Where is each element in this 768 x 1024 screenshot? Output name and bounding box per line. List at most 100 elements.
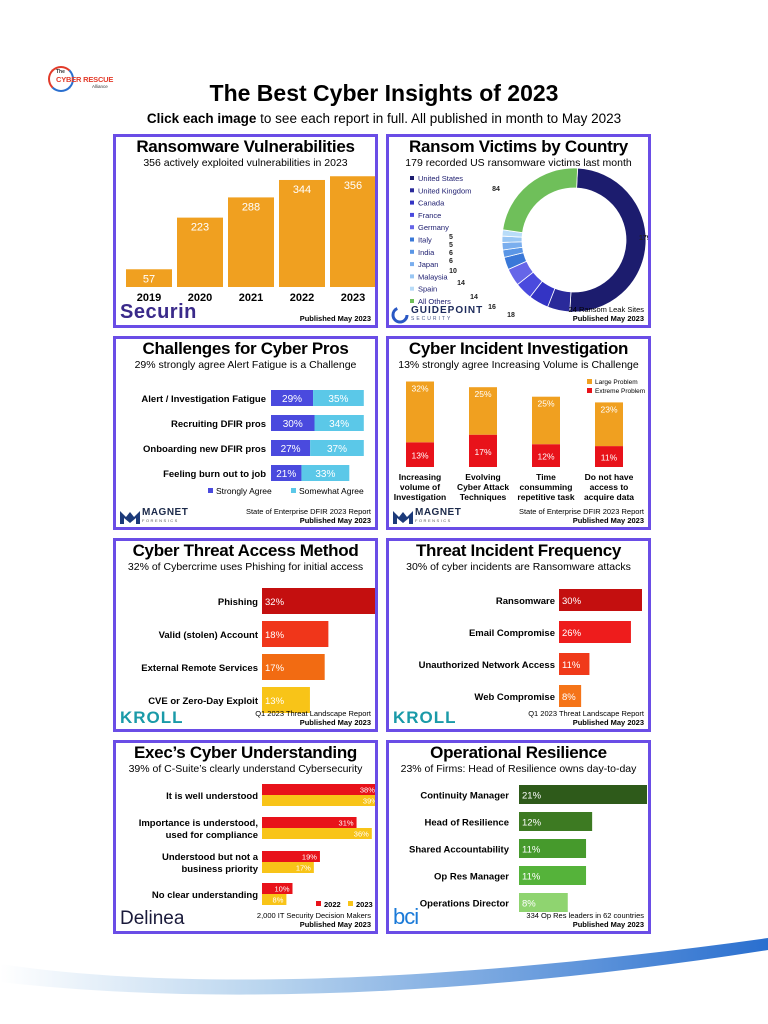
legend-swatch [410, 274, 414, 279]
bar-1 [519, 812, 593, 831]
legend-entry: India [418, 248, 435, 257]
panel-cyber-incident-investigation[interactable]: Cyber Incident Investigation 13% strongl… [386, 336, 651, 530]
bci-logo: bci [393, 904, 419, 929]
data-label: 14 [470, 294, 478, 301]
category-label: Evolving [465, 472, 500, 482]
bar-large-problem [406, 381, 434, 443]
bar-1 [262, 621, 329, 647]
bar-large-problem [469, 387, 497, 435]
publication-info: State of Enterprise DFIR 2023 Report Publ… [246, 507, 371, 525]
category-label: Web Compromise [474, 692, 555, 703]
pub-date: Published May 2023 [572, 314, 644, 323]
category-label: Email Compromise [469, 628, 555, 639]
legend-entry: United States [418, 174, 463, 183]
panel-threat-incident-frequency[interactable]: Threat Incident Frequency 30% of cyber i… [386, 538, 651, 732]
category-label: Onboarding new DFIR pros [143, 444, 266, 455]
pub-date: Published May 2023 [572, 920, 644, 929]
page-title: The Best Cyber Insights of 2023 [209, 80, 559, 106]
category-label: Op Res Manager [434, 872, 509, 883]
subtitle-bold: Click each image [146, 111, 257, 126]
publication-info: 334 Op Res leaders in 62 countries Publis… [526, 911, 644, 929]
tick-label: 2019 [137, 292, 161, 304]
bar-3 [519, 866, 587, 885]
data-label: 179 [639, 235, 648, 242]
bar-2023 [262, 862, 314, 873]
legend-entry: Strongly Agree [216, 486, 272, 496]
chart-p2: 179 United States 18 United Kingdom 16 Canada… [410, 167, 648, 319]
bar-2022 [279, 179, 325, 287]
legend-entry: Japan [418, 260, 438, 269]
brand-sub: SECURITY [411, 315, 453, 322]
panel-operational-resilience[interactable]: Operational Resilience 23% of Firms: Hea… [386, 740, 651, 934]
wave-fill [0, 952, 768, 1024]
data-label: 25% [537, 399, 554, 409]
publication-info: Q1 2023 Threat Landscape Report Published… [255, 709, 371, 727]
chart-p8: Continuity Manager 21% Head of Resilience 1… [409, 785, 647, 912]
legend-swatch [291, 488, 296, 493]
data-label: 18 [507, 312, 515, 319]
category-label: Do not have [585, 472, 634, 482]
data-label: 34% [329, 419, 349, 430]
securin-logo: Securin [120, 301, 197, 323]
delinea-logo: Delinea [120, 908, 185, 929]
data-label: 17% [265, 663, 285, 674]
legend-swatch [208, 488, 213, 493]
data-label: 11% [562, 660, 581, 671]
data-label: 13% [411, 451, 428, 461]
data-label: 29% [282, 394, 302, 405]
data-label: 344 [293, 184, 311, 196]
category-label: Recruiting DFIR pros [171, 419, 266, 430]
data-label: 30% [283, 419, 303, 430]
category-label: Increasing [399, 472, 442, 482]
pub-date: Published May 2023 [299, 516, 371, 525]
bar-0 [519, 785, 647, 804]
panel-ransom-victims-by-country[interactable]: Ransom Victims by Country 179 recorded U… [386, 134, 651, 328]
legend-swatch [348, 901, 353, 906]
panel-execs-cyber-understanding[interactable]: Exec’s Cyber Understanding 39% of C-Suit… [113, 740, 378, 934]
legend-swatch [316, 901, 321, 906]
bar-large-problem [532, 396, 560, 445]
category-label: Valid (stolen) Account [159, 630, 259, 641]
panel-title: Operational Resilience [430, 743, 607, 762]
brand-name: GUIDEPOINT [411, 304, 484, 316]
chart-p3: Alert / Investigation Fatigue 29% 35% Recru… [141, 390, 364, 496]
panel-cyber-threat-access-method[interactable]: Cyber Threat Access Method 32% of Cyberc… [113, 538, 378, 732]
legend-swatch [410, 200, 414, 205]
category-label: used for compliance [166, 830, 258, 841]
legend-entry: 2022 [324, 900, 341, 909]
category-label: Continuity Manager [420, 791, 509, 802]
legend-swatch [410, 262, 414, 267]
data-label: 37% [327, 444, 347, 455]
pub-note: Q1 2023 Threat Landscape Report [528, 709, 644, 718]
chart-p6: Ransomware 30% Email Compromise 26% Unauthor… [419, 589, 642, 707]
bar-extreme-problem [469, 434, 497, 467]
category-label: Feeling burn out to job [163, 469, 266, 480]
bar-2020 [177, 217, 223, 287]
slice-all-others [502, 167, 579, 234]
bar-2022 [262, 784, 375, 795]
category-label: repetitive task [517, 492, 574, 502]
guidepoint-logo: GUIDEPOINT SECURITY [391, 304, 484, 324]
legend-entry: Germany [418, 223, 449, 232]
panel-title: Ransom Victims by Country [409, 137, 628, 156]
category-label: Cyber Attack [457, 482, 509, 492]
slice-united-states [569, 167, 647, 313]
logo-line1: The [56, 69, 65, 75]
bar-2023 [330, 176, 375, 287]
data-label: 35% [328, 394, 348, 405]
bar-2023 [262, 828, 372, 839]
data-label: 19% [302, 853, 317, 862]
legend-swatch [410, 249, 414, 254]
panel-challenges-for-cyber-pros[interactable]: Challenges for Cyber Pros 29% strongly a… [113, 336, 378, 530]
data-label: 8% [562, 692, 576, 703]
panel-title: Ransomware Vulnerabilities [136, 137, 355, 156]
wave-band [0, 938, 768, 995]
bar-2021 [228, 197, 274, 287]
panel-ransomware-vulnerabilities[interactable]: Ransomware Vulnerabilities 356 actively … [113, 134, 378, 328]
legend-entry: Malaysia [418, 272, 448, 281]
decorative-wave [0, 938, 768, 1024]
legend-entry: Extreme Problem [595, 388, 645, 395]
bar-somewhat-agree [301, 465, 350, 481]
logo-line2: CYBER RESCUE [56, 75, 114, 84]
data-label: 21% [276, 469, 296, 480]
